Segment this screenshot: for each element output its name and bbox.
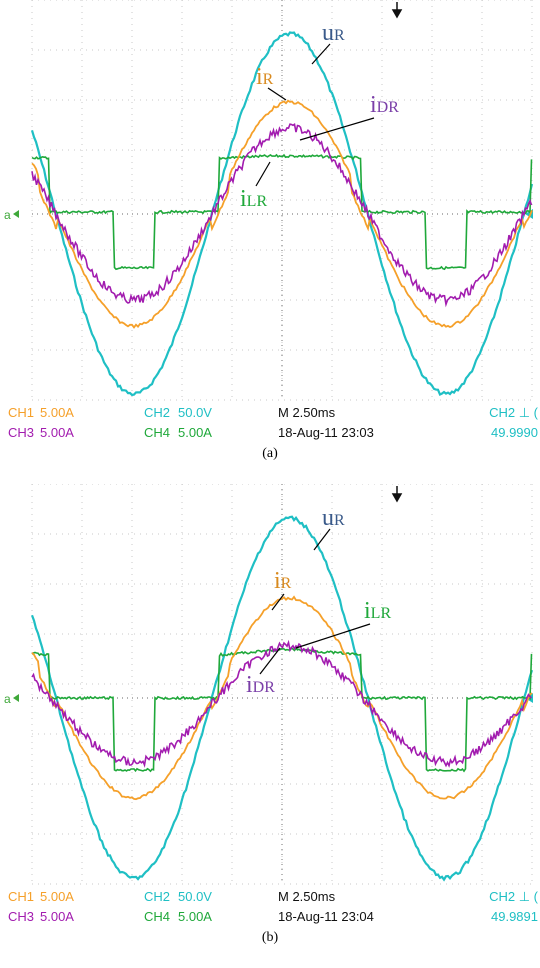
status-trigger: CH2 ⊥ (	[489, 405, 539, 420]
label-main-iLR: i	[240, 186, 247, 212]
status-ch1-value: 5.00A	[40, 405, 74, 420]
label-sub-iR: R	[281, 575, 292, 592]
caption-b: (b)	[261, 930, 279, 945]
label-leader-uR	[311, 43, 331, 65]
label-uR: uR	[322, 20, 345, 46]
status-bar: CH1 5.00A CH2 50.0V CH3 5.00A CH4 5.00A M 2.50ms…	[8, 889, 539, 924]
label-uR: uR	[322, 505, 345, 531]
label-iR: iR	[256, 64, 274, 90]
trigger-marker-icon	[391, 2, 403, 19]
label-iLR: iLR	[364, 598, 391, 624]
label-sub-iDR: DR	[253, 679, 276, 696]
caption-a: (a)	[262, 446, 278, 461]
status-bar: CH1 5.00A CH2 50.0V CH3 5.00A CH4 5.00A M 2.50ms…	[8, 405, 539, 440]
trace-iLR	[31, 647, 533, 773]
label-leader-iLR	[295, 623, 371, 649]
status-ch4-value: 5.00A	[178, 425, 212, 440]
status-ch2-label: CH2	[144, 889, 170, 904]
label-leader-iDR	[259, 647, 281, 675]
trace-iDR	[31, 639, 532, 768]
status-trigger: CH2 ⊥ (	[489, 889, 539, 904]
status-ch1-label: CH1	[8, 405, 34, 420]
label-sub-iLR: LR	[371, 605, 392, 622]
label-main-iLR: i	[364, 598, 371, 624]
status-ch1-value: 5.00A	[40, 889, 74, 904]
label-leader-uR	[313, 528, 331, 551]
label-iDR: iDR	[246, 672, 275, 698]
trace-iLR	[31, 153, 533, 271]
channel-marker-label: a	[4, 692, 11, 706]
status-ch3-label: CH3	[8, 909, 34, 924]
label-main-uR: u	[322, 20, 334, 46]
label-sub-iLR: LR	[247, 193, 268, 210]
label-main-iDR: i	[246, 672, 253, 698]
trigger-marker-icon	[391, 486, 403, 503]
label-main-iR: i	[274, 568, 281, 594]
status-ch2-label: CH2	[144, 405, 170, 420]
label-iR: iR	[274, 568, 292, 594]
status-frequency: 49.9990	[491, 425, 538, 440]
trace-iR	[31, 595, 533, 801]
status-ch4-label: CH4	[144, 425, 170, 440]
label-sub-iR: R	[263, 71, 274, 88]
scope-panel-b: a uR iR iLR iDR CH1 5.00A CH2 50.0V CH3 5.00A CH4 5.…	[0, 484, 540, 950]
label-sub-uR: R	[334, 27, 345, 44]
status-ch4-value: 5.00A	[178, 909, 212, 924]
trace-uR	[30, 515, 534, 882]
label-sub-uR: R	[334, 512, 345, 529]
status-datetime: 18-Aug-11 23:03	[278, 425, 374, 440]
scope-panel-a: a uR iR iDR iLR CH1 5.00A CH2 50.0V CH3 5.00A CH4 5.…	[0, 0, 540, 466]
status-frequency: 49.9891	[491, 909, 538, 924]
trace-iR	[31, 99, 533, 329]
graticule	[31, 0, 533, 401]
label-main-iDR: i	[370, 92, 377, 118]
status-ch3-label: CH3	[8, 425, 34, 440]
trace-uR	[30, 31, 534, 397]
label-main-iR: i	[256, 64, 263, 90]
graticule	[31, 484, 533, 885]
channel-marker-icon	[13, 210, 19, 218]
label-leader-iR	[271, 593, 285, 611]
label-sub-iDR: DR	[377, 99, 400, 116]
status-ch2-value: 50.0V	[178, 889, 212, 904]
label-iDR: iDR	[370, 92, 399, 118]
status-datetime: 18-Aug-11 23:04	[278, 909, 374, 924]
label-main-uR: u	[322, 505, 334, 531]
status-timebase: M 2.50ms	[278, 405, 336, 420]
status-ch3-value: 5.00A	[40, 909, 74, 924]
channel-marker-icon	[13, 694, 19, 702]
label-leader-iLR	[255, 161, 271, 187]
label-iLR: iLR	[240, 186, 267, 212]
status-ch2-value: 50.0V	[178, 405, 212, 420]
label-leader-iR	[267, 87, 287, 101]
trace-iDR	[31, 122, 533, 308]
channel-marker-label: a	[4, 208, 11, 222]
status-timebase: M 2.50ms	[278, 889, 336, 904]
status-ch4-label: CH4	[144, 909, 170, 924]
label-leader-iDR	[299, 117, 375, 141]
status-ch3-value: 5.00A	[40, 425, 74, 440]
status-ch1-label: CH1	[8, 889, 34, 904]
